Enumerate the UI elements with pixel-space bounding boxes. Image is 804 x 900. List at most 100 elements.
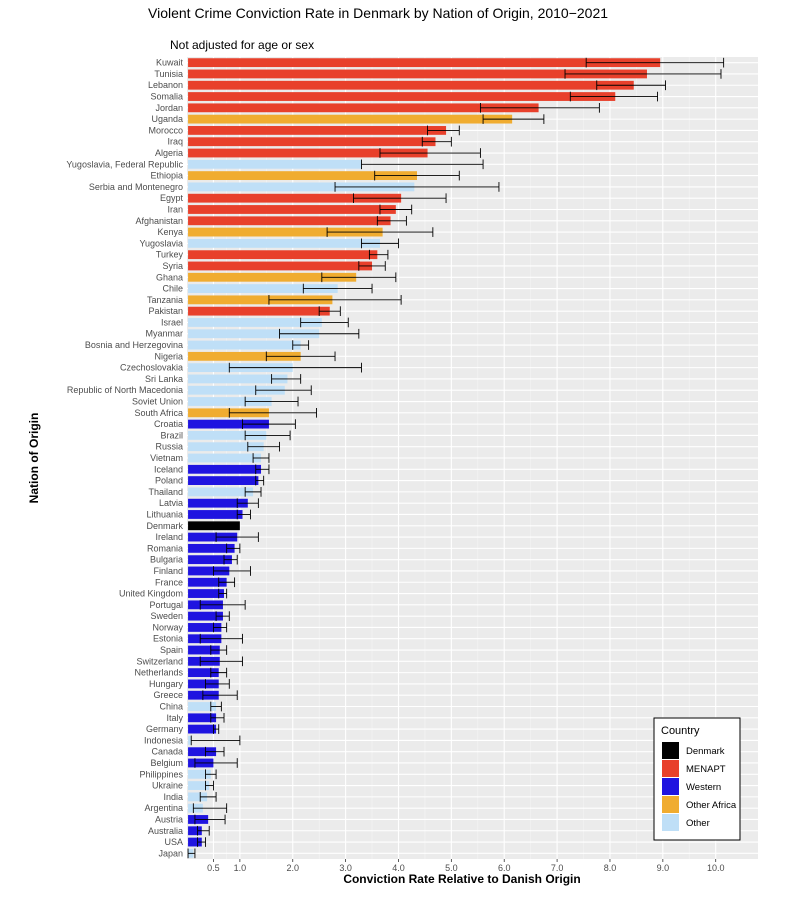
bar bbox=[188, 351, 301, 361]
error-bar bbox=[226, 543, 241, 554]
bar bbox=[188, 623, 222, 632]
y-tick-label: Austria bbox=[155, 814, 183, 824]
error-bar bbox=[228, 407, 317, 418]
y-tick-label: Argentina bbox=[144, 803, 183, 813]
y-tick-label: Iceland bbox=[154, 464, 183, 474]
bar bbox=[188, 543, 235, 553]
bar bbox=[188, 747, 217, 757]
bar bbox=[188, 205, 396, 214]
x-tick-label: 2.0 bbox=[286, 863, 299, 873]
y-tick-label: France bbox=[155, 577, 183, 587]
error-bar bbox=[255, 464, 270, 475]
x-tick-label: 3.0 bbox=[339, 863, 352, 873]
error-bar bbox=[376, 215, 407, 226]
error-bar bbox=[374, 170, 460, 181]
y-tick-label: Croatia bbox=[154, 419, 183, 429]
error-bar bbox=[192, 803, 228, 814]
y-tick-label: Sweden bbox=[150, 611, 183, 621]
bar bbox=[188, 577, 227, 587]
y-tick-label: Belgium bbox=[150, 758, 183, 768]
error-bar bbox=[194, 758, 238, 768]
x-tick-label: 9.0 bbox=[657, 863, 670, 873]
bar bbox=[188, 442, 264, 452]
bar bbox=[188, 555, 232, 565]
bar bbox=[188, 80, 634, 90]
y-tick-label: Switzerland bbox=[136, 656, 183, 666]
error-bar bbox=[265, 351, 336, 362]
y-tick-label: Czechoslovakia bbox=[120, 363, 183, 373]
error-bar bbox=[202, 690, 238, 701]
bar bbox=[188, 566, 230, 576]
y-tick-label: Romania bbox=[147, 543, 183, 553]
y-tick-label: Australia bbox=[148, 826, 183, 836]
error-bar bbox=[569, 91, 658, 102]
error-bar bbox=[244, 396, 299, 407]
bar bbox=[188, 713, 217, 723]
bar bbox=[188, 374, 288, 384]
y-tick-label: Russia bbox=[155, 442, 183, 452]
chart-subtitle: Not adjusted for age or sex bbox=[170, 38, 314, 52]
y-tick-label: Myanmar bbox=[145, 329, 183, 339]
y-tick-label: Ghana bbox=[156, 272, 183, 282]
error-bar bbox=[212, 566, 251, 576]
x-tick-label: 1.0 bbox=[234, 863, 247, 873]
error-bar bbox=[279, 328, 360, 339]
error-bar bbox=[190, 735, 241, 746]
x-tick-label: 7.0 bbox=[551, 863, 564, 873]
legend-item: Denmark bbox=[662, 742, 725, 759]
bar bbox=[188, 724, 217, 734]
legend-label: Other bbox=[686, 818, 710, 829]
error-bar bbox=[212, 724, 220, 734]
y-tick-label: Bosnia and Herzegovina bbox=[85, 340, 183, 350]
y-tick-label: Republic of North Macedonia bbox=[67, 385, 183, 395]
error-bar bbox=[199, 656, 243, 667]
legend-label: MENAPT bbox=[686, 764, 726, 775]
bar bbox=[188, 679, 219, 689]
bar bbox=[188, 781, 210, 790]
bar bbox=[188, 103, 539, 113]
x-tick-label: 6.0 bbox=[498, 863, 511, 873]
bar bbox=[188, 510, 243, 519]
error-bar bbox=[212, 622, 228, 633]
y-tick-label: Syria bbox=[162, 261, 183, 271]
error-bars bbox=[187, 57, 725, 859]
y-tick-label: Japan bbox=[158, 848, 183, 858]
error-bar bbox=[421, 136, 452, 147]
y-tick-label: Portugal bbox=[149, 600, 183, 610]
error-bar bbox=[292, 340, 310, 350]
error-bar bbox=[368, 249, 389, 260]
error-bar bbox=[379, 148, 481, 158]
y-tick-label: Yugoslavia bbox=[139, 238, 183, 248]
bar bbox=[188, 318, 322, 327]
bar bbox=[188, 69, 647, 79]
legend-label: Western bbox=[686, 782, 721, 793]
y-tick-labels: KuwaitTunisiaLebanonSomaliaJordanUgandaM… bbox=[66, 58, 183, 859]
y-tick-label: Iran bbox=[167, 204, 183, 214]
y-tick-label: Bulgaria bbox=[150, 555, 183, 565]
y-tick-label: Norway bbox=[152, 622, 183, 632]
bar bbox=[188, 193, 402, 203]
error-bar bbox=[205, 780, 214, 791]
bar bbox=[188, 419, 269, 429]
y-tick-label: Ireland bbox=[155, 532, 183, 542]
y-tick-label: Iraq bbox=[167, 137, 183, 147]
x-tick-label: 5.0 bbox=[445, 863, 458, 873]
error-bar bbox=[361, 159, 484, 170]
bar bbox=[188, 284, 338, 293]
error-bar bbox=[210, 645, 228, 655]
error-bar bbox=[252, 453, 270, 463]
y-tick-label: Estonia bbox=[153, 634, 183, 644]
bar bbox=[188, 340, 301, 350]
error-bar bbox=[321, 272, 397, 283]
x-tick-label: 0.5 bbox=[207, 863, 220, 873]
error-bar bbox=[334, 182, 500, 192]
y-tick-label: Tanzania bbox=[147, 295, 183, 305]
y-tick-label: Egypt bbox=[160, 193, 184, 203]
bar bbox=[188, 532, 238, 542]
error-bar bbox=[215, 532, 259, 542]
y-tick-label: Kenya bbox=[157, 227, 183, 237]
y-tick-label: Poland bbox=[155, 476, 183, 486]
bar bbox=[188, 227, 383, 237]
y-tick-label: Spain bbox=[160, 645, 183, 655]
